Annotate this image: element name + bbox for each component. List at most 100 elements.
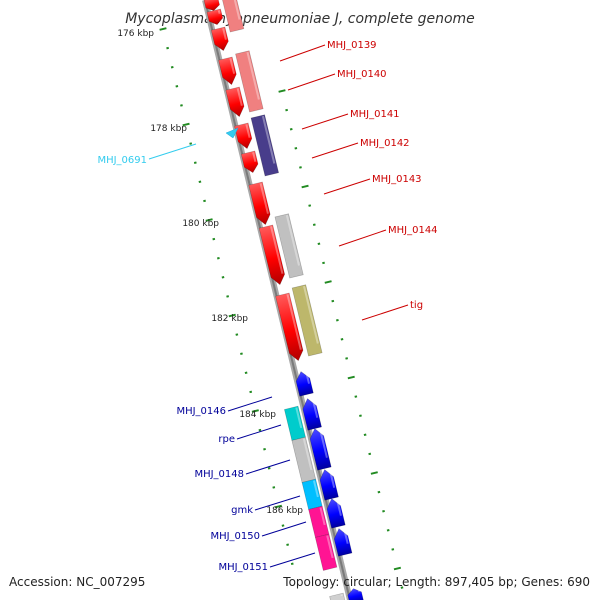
minor-tick-mark — [221, 276, 225, 279]
leader-line-mhj-0144 — [338, 229, 387, 247]
gene-label-mhj-0139[interactable]: MHJ_0139 — [327, 40, 377, 51]
leader-line-gmk — [254, 495, 301, 511]
gene-feature-grey-1[interactable] — [274, 213, 304, 279]
gene-feature-bottom[interactable] — [329, 592, 347, 600]
minor-tick-mark — [212, 237, 216, 241]
minor-tick-mark — [386, 529, 390, 532]
gene-feature-light-2[interactable] — [235, 50, 264, 113]
gene-label-mhj-0151[interactable]: MHJ_0151 — [218, 562, 268, 573]
gene-label-mhj-0146[interactable]: MHJ_0146 — [176, 406, 226, 417]
minor-tick-mark — [368, 452, 372, 456]
minor-tick-mark — [216, 256, 220, 260]
leader-line-mhj-0146 — [227, 396, 273, 412]
major-tick-mark — [278, 89, 286, 93]
gene-block-mhj-0140[interactable] — [210, 26, 230, 52]
gene-label-rpe[interactable]: rpe — [218, 434, 235, 445]
gene-block-mhj-0144[interactable] — [258, 224, 287, 286]
gene-label-mhj-0140[interactable]: MHJ_0140 — [337, 69, 387, 80]
minor-tick-mark — [170, 65, 174, 69]
minor-tick-mark — [281, 524, 285, 527]
minor-tick-mark — [198, 180, 202, 184]
minor-tick-mark — [331, 299, 335, 303]
minor-tick-mark — [322, 261, 325, 265]
minor-tick-mark — [290, 562, 294, 566]
gene-label-mhj-0150[interactable]: MHJ_0150 — [210, 531, 260, 542]
gene-label-mhj-0141[interactable]: MHJ_0141 — [350, 109, 400, 120]
major-tick-mark — [228, 313, 236, 318]
minor-tick-mark — [340, 338, 344, 341]
gene-block-mhj-0143[interactable] — [240, 150, 259, 174]
gene-block-mhj-0139-b[interactable] — [206, 8, 224, 26]
gene-block-mhj-0143-b[interactable] — [248, 181, 273, 226]
tick-labels: 176 kbp 178 kbp 180 kbp 182 kbp 184 kbp … — [117, 29, 303, 516]
gene-block-mhj-0142[interactable] — [234, 122, 253, 150]
major-tick-mark — [301, 184, 309, 189]
gene-feature-khaki[interactable] — [291, 284, 323, 357]
gene-feature-cyan[interactable] — [284, 405, 306, 441]
minor-tick-mark — [180, 104, 183, 107]
gene-label-mhj-0691[interactable]: MHJ_0691 — [97, 155, 147, 166]
gene-block-mhj-0140-b[interactable] — [218, 56, 239, 86]
gene-label-mhj-0142[interactable]: MHJ_0142 — [360, 138, 410, 149]
minor-tick-mark — [166, 46, 170, 50]
map-title: Mycoplasma hyopneumoniae J, complete gen… — [125, 11, 475, 27]
tick-label-186: 186 kbp — [266, 506, 303, 516]
gene-block-mhj-0148[interactable] — [308, 427, 332, 471]
leader-line-mhj-0150 — [261, 521, 307, 537]
leader-line-mhj-0141 — [301, 113, 349, 130]
gene-block-tig[interactable] — [275, 292, 306, 362]
minor-tick-mark — [235, 333, 239, 336]
tick-label-184: 184 kbp — [239, 410, 276, 420]
gene-block-mhj-0150[interactable] — [325, 497, 346, 529]
major-tick-mark — [205, 218, 213, 222]
minor-tick-mark — [299, 166, 302, 169]
gene-block-mhj-0141[interactable] — [225, 86, 246, 118]
leader-line-mhj-0140 — [287, 73, 336, 91]
tick-label-180: 180 kbp — [182, 219, 219, 229]
genome-summary-text: Topology: circular; Length: 897,405 bp; … — [282, 575, 590, 589]
leader-line-mhj-0143 — [323, 178, 371, 195]
minor-tick-mark — [240, 352, 243, 355]
accession-text: Accession: NC_007295 — [9, 575, 145, 589]
minor-tick-mark — [335, 318, 339, 322]
gene-label-mhj-0144[interactable]: MHJ_0144 — [388, 225, 438, 236]
gene-feature-pink-2[interactable] — [314, 533, 338, 571]
gene-block-mhj-0151[interactable] — [332, 527, 353, 557]
leader-line-mhj-0691 — [148, 143, 197, 160]
minor-tick-mark — [317, 242, 321, 246]
minor-tick-mark — [226, 295, 230, 298]
tick-label-182: 182 kbp — [211, 314, 248, 324]
gene-block-rpe[interactable] — [301, 397, 322, 431]
gene-label-mhj-0148[interactable]: MHJ_0148 — [194, 469, 244, 480]
minor-tick-mark — [400, 586, 404, 589]
leader-line-rpe — [236, 424, 282, 440]
gene-block-gmk[interactable] — [318, 468, 339, 501]
major-tick-mark — [182, 122, 190, 127]
gene-label-mhj-0143[interactable]: MHJ_0143 — [372, 174, 422, 185]
gene-block-mhj-0139[interactable] — [203, 0, 221, 12]
gene-label-tig[interactable]: tig — [410, 300, 423, 311]
gene-block-mhj-0146[interactable] — [294, 370, 314, 397]
leader-line-mhj-0139 — [279, 44, 326, 62]
gene-marker-mhj-0691[interactable] — [225, 127, 239, 139]
tick-label-176: 176 kbp — [117, 29, 154, 39]
minor-tick-mark — [175, 85, 179, 88]
minor-tick-mark — [294, 147, 298, 150]
major-tick-mark — [324, 280, 332, 284]
major-tick-mark — [251, 409, 259, 413]
gene-labels: MHJ_0139 MHJ_0140 MHJ_0141 MHJ_0142 MHJ_… — [97, 40, 437, 573]
minor-tick-mark — [345, 357, 349, 360]
minor-tick-mark — [189, 142, 193, 145]
leader-line-mhj-0151 — [269, 552, 316, 568]
minor-tick-mark — [272, 486, 276, 489]
gene-feature-purple[interactable] — [250, 114, 279, 177]
minor-tick-mark — [267, 467, 271, 470]
gene-label-gmk[interactable]: gmk — [231, 505, 253, 516]
gene-feature-pink-1[interactable] — [308, 505, 330, 538]
leader-line-mhj-0142 — [311, 142, 359, 159]
minor-tick-mark — [359, 414, 362, 417]
minor-tick-mark — [193, 161, 197, 164]
minor-tick-mark — [263, 447, 266, 451]
gene-feature-light-1[interactable] — [221, 0, 245, 33]
